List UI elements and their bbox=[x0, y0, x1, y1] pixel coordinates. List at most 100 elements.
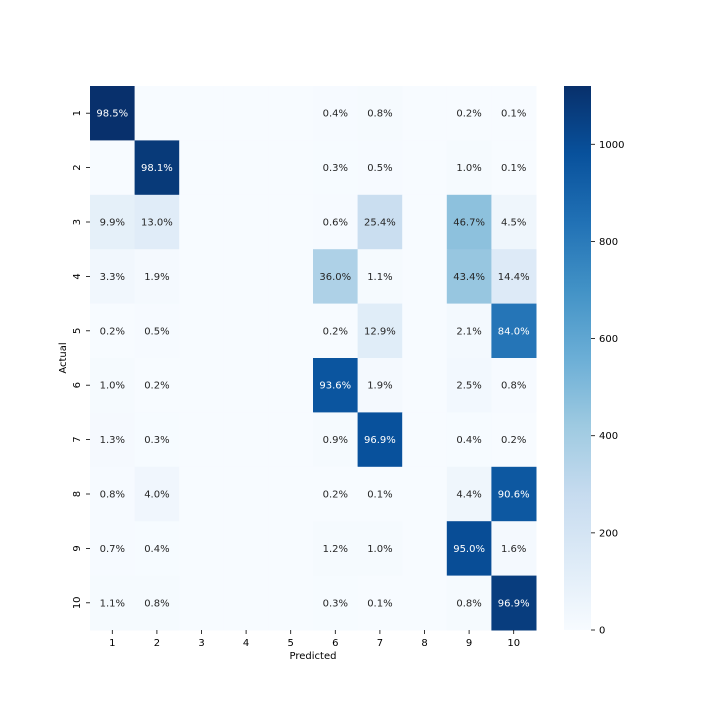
heatmap-cell bbox=[313, 194, 359, 250]
x-tick-label: 10 bbox=[507, 638, 520, 649]
heatmap-cell bbox=[90, 249, 136, 305]
heatmap-cell bbox=[268, 412, 314, 468]
y-tick-label: 5 bbox=[72, 328, 83, 334]
heatmap-cell bbox=[90, 412, 136, 468]
heatmap-cell bbox=[179, 194, 225, 250]
heatmap-cell bbox=[223, 521, 269, 577]
heatmap-cell bbox=[313, 249, 359, 305]
heatmap-cell bbox=[357, 86, 403, 141]
x-tick-label: 8 bbox=[421, 638, 427, 649]
cell-value-label: 43.4% bbox=[453, 272, 485, 283]
heatmap-cell bbox=[402, 575, 448, 631]
heatmap-cell bbox=[313, 412, 359, 468]
heatmap-cell bbox=[491, 412, 537, 468]
cell-value-label: 0.2% bbox=[100, 326, 125, 337]
heatmap-cell bbox=[491, 86, 537, 141]
heatmap-cell bbox=[357, 358, 403, 413]
heatmap-cell bbox=[446, 303, 492, 359]
heatmap-cell bbox=[357, 466, 403, 522]
y-tick-label: 8 bbox=[72, 491, 83, 497]
heatmap-cell bbox=[357, 303, 403, 359]
heatmap-cell bbox=[179, 412, 225, 468]
heatmap-cell bbox=[446, 575, 492, 631]
x-tick-label: 3 bbox=[198, 638, 204, 649]
heatmap-cell bbox=[90, 521, 136, 577]
heatmap-cell bbox=[446, 466, 492, 522]
heatmap-cell bbox=[446, 358, 492, 413]
heatmap-cell bbox=[134, 521, 180, 577]
y-tick-label: 9 bbox=[72, 545, 83, 551]
heatmap-cell bbox=[179, 358, 225, 413]
cell-value-label: 1.9% bbox=[367, 381, 392, 392]
cell-value-label: 4.4% bbox=[456, 490, 481, 501]
y-tick-label: 4 bbox=[72, 273, 83, 279]
heatmap-cell bbox=[179, 521, 225, 577]
heatmap-cell bbox=[134, 249, 180, 305]
heatmap-cell bbox=[179, 249, 225, 305]
heatmap-cell bbox=[357, 575, 403, 631]
cell-value-label: 0.2% bbox=[323, 490, 348, 501]
heatmap-cell bbox=[223, 358, 269, 413]
y-axis-label: Actual bbox=[58, 342, 69, 373]
y-tick-label: 2 bbox=[72, 164, 83, 170]
heatmap-cell bbox=[90, 466, 136, 522]
cell-value-label: 36.0% bbox=[319, 272, 351, 283]
heatmap-cell bbox=[402, 194, 448, 250]
heatmap-cell bbox=[402, 358, 448, 413]
cell-value-label: 0.1% bbox=[367, 598, 392, 609]
cell-value-label: 0.8% bbox=[456, 598, 481, 609]
cell-value-label: 90.6% bbox=[498, 490, 530, 501]
cell-value-label: 0.5% bbox=[367, 163, 392, 174]
cell-value-label: 0.4% bbox=[144, 544, 169, 555]
heatmap-cell bbox=[402, 412, 448, 468]
heatmap-cell bbox=[223, 249, 269, 305]
heatmap-cell bbox=[446, 194, 492, 250]
cell-value-label: 46.7% bbox=[453, 218, 485, 229]
cell-value-label: 0.2% bbox=[144, 381, 169, 392]
cell-value-label: 1.0% bbox=[367, 544, 392, 555]
heatmap-cell bbox=[268, 303, 314, 359]
heatmap-cell bbox=[268, 249, 314, 305]
cell-value-label: 14.4% bbox=[498, 272, 530, 283]
cell-value-label: 96.9% bbox=[498, 598, 530, 609]
heatmap-cell bbox=[134, 466, 180, 522]
colorbar-gradient bbox=[564, 86, 591, 630]
cell-value-label: 0.4% bbox=[323, 109, 348, 120]
y-tick-label: 1 bbox=[72, 110, 83, 116]
colorbar-tick-label: 1000 bbox=[599, 140, 624, 151]
cell-value-label: 95.0% bbox=[453, 544, 485, 555]
heatmap-cell bbox=[223, 412, 269, 468]
heatmap-cell bbox=[446, 140, 492, 196]
cell-value-label: 2.5% bbox=[456, 381, 481, 392]
heatmap-cell bbox=[491, 521, 537, 577]
heatmap-cell bbox=[491, 575, 537, 631]
x-tick-label: 4 bbox=[243, 638, 249, 649]
x-tick-label: 6 bbox=[332, 638, 338, 649]
cell-value-label: 0.6% bbox=[323, 218, 348, 229]
cell-value-label: 93.6% bbox=[319, 381, 351, 392]
heatmap-cell bbox=[223, 303, 269, 359]
heatmap-cell bbox=[357, 194, 403, 250]
heatmap-cell bbox=[268, 575, 314, 631]
heatmap-cell bbox=[268, 466, 314, 522]
cell-value-label: 0.7% bbox=[100, 544, 125, 555]
heatmap-cell bbox=[223, 466, 269, 522]
cell-value-label: 1.1% bbox=[367, 272, 392, 283]
cell-value-label: 0.1% bbox=[367, 490, 392, 501]
heatmap-cell bbox=[357, 412, 403, 468]
cell-value-label: 1.2% bbox=[323, 544, 348, 555]
heatmap-cell bbox=[268, 86, 314, 141]
cell-value-label: 13.0% bbox=[141, 218, 173, 229]
heatmap-cell bbox=[134, 86, 180, 141]
colorbar-tick-label: 600 bbox=[599, 334, 618, 345]
y-tick-label: 7 bbox=[72, 436, 83, 442]
heatmap-cell bbox=[179, 86, 225, 141]
heatmap-cell bbox=[357, 249, 403, 305]
cell-value-label: 0.8% bbox=[501, 381, 526, 392]
cell-value-label: 98.1% bbox=[141, 163, 173, 174]
heatmap-cell bbox=[402, 303, 448, 359]
cell-value-label: 0.3% bbox=[144, 435, 169, 446]
colorbar-tick-label: 200 bbox=[599, 528, 618, 539]
heatmap-cell bbox=[357, 521, 403, 577]
colorbar-ticks: 0 200 400 600 800 1000 bbox=[591, 140, 624, 637]
